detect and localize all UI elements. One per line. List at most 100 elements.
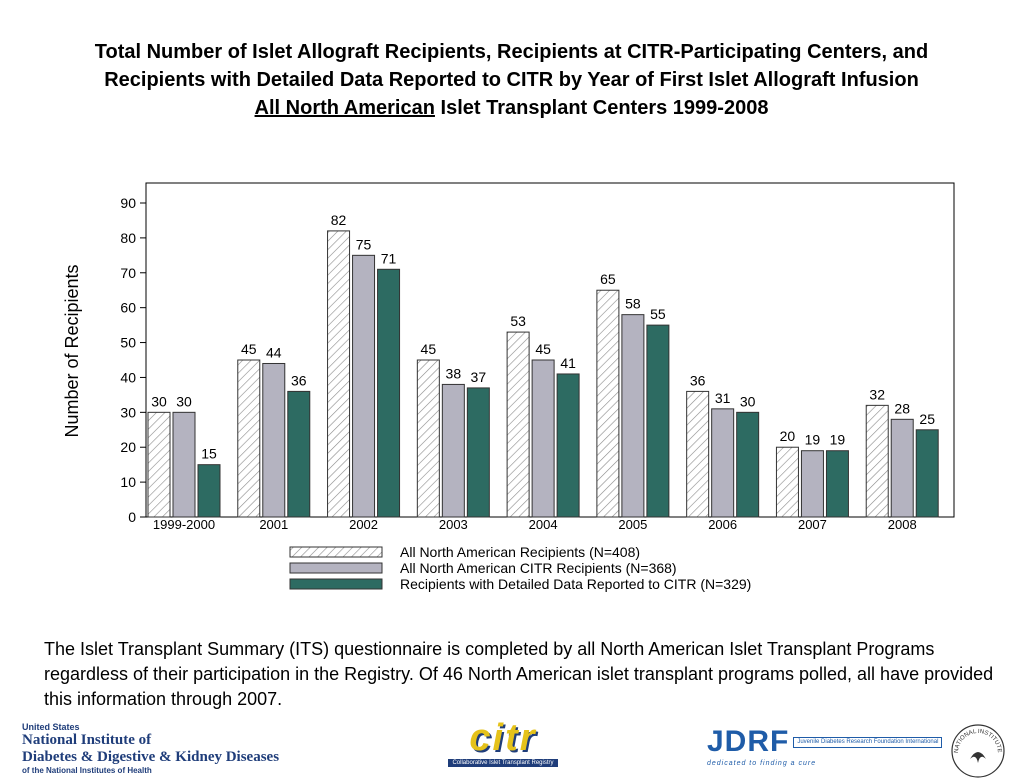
x-tick-label: 2006 — [708, 517, 737, 532]
x-tick-label: 2008 — [888, 517, 917, 532]
data-label: 15 — [201, 446, 217, 462]
bar — [197, 464, 221, 518]
nih-line-1: United States — [22, 722, 80, 732]
y-tick-label: 50 — [120, 335, 136, 351]
data-label: 75 — [356, 236, 372, 252]
hhs-seal-icon: NATIONAL INSTITUTES OF HEALTH — [950, 723, 1005, 778]
y-tick-label: 90 — [120, 195, 136, 211]
data-label: 38 — [446, 365, 462, 381]
bar — [915, 429, 939, 518]
bar — [237, 359, 261, 518]
data-label: 32 — [869, 386, 885, 402]
title-underlined: All North American — [254, 97, 435, 119]
bar — [556, 373, 580, 518]
bar — [466, 387, 490, 518]
bar — [596, 289, 620, 518]
chart-title: Total Number of Islet Allograft Recipien… — [0, 38, 1023, 122]
y-tick-label: 20 — [120, 439, 136, 455]
data-label: 30 — [176, 393, 192, 409]
nih-line-4: of the National Institutes of Health — [22, 766, 152, 775]
data-label: 45 — [241, 341, 257, 357]
citr-wordmark: citr — [469, 717, 537, 759]
data-label: 37 — [471, 369, 487, 385]
nih-logo: United States National Institute of Diab… — [22, 722, 279, 775]
y-tick-label: 60 — [120, 300, 136, 316]
bar — [711, 408, 735, 518]
bar — [531, 359, 555, 518]
legend-label: Recipients with Detailed Data Reported t… — [400, 576, 751, 592]
nih-line-3: Diabetes & Digestive & Kidney Diseases — [22, 749, 280, 765]
x-tick-label: 2005 — [618, 517, 647, 532]
data-label: 20 — [780, 428, 796, 444]
bar — [287, 390, 311, 518]
nih-line-2: National Institute of — [22, 732, 152, 748]
legend: All North American Recipients (N=408)All… — [289, 544, 751, 592]
legend-label: All North American CITR Recipients (N=36… — [400, 560, 677, 576]
jdrf-logo: JDRF Juvenile Diabetes Research Foundati… — [707, 725, 943, 767]
svg-text:NATIONAL INSTITUTES OF HEALTH: NATIONAL INSTITUTES OF HEALTH — [950, 723, 1002, 753]
x-tick-label: 1999-2000 — [153, 517, 215, 532]
jdrf-side-text: Juvenile Diabetes Research Foundation In… — [793, 736, 943, 748]
data-label: 36 — [690, 372, 706, 388]
bar — [646, 324, 670, 518]
bar — [736, 411, 760, 518]
y-tick-label: 70 — [120, 265, 136, 281]
x-tick-label: 2003 — [439, 517, 468, 532]
title-line-2: Recipients with Detailed Data Reported t… — [104, 69, 919, 91]
bar — [686, 390, 710, 518]
data-label: 71 — [381, 250, 397, 266]
y-tick-label: 10 — [120, 474, 136, 490]
bar — [775, 446, 799, 518]
x-tick-label: 2001 — [259, 517, 288, 532]
summary-text: The Islet Transplant Summary (ITS) quest… — [44, 639, 994, 709]
data-label: 31 — [715, 390, 731, 406]
data-label: 36 — [291, 372, 307, 388]
data-label: 19 — [830, 432, 846, 448]
footer-logos: United States National Institute of Diab… — [0, 715, 1023, 780]
y-tick-label: 80 — [120, 230, 136, 246]
data-label: 41 — [560, 355, 576, 371]
citr-logo: citr Collaborative Islet Transplant Regi… — [448, 719, 558, 767]
x-tick-label: 2004 — [529, 517, 558, 532]
y-tick-label: 40 — [120, 369, 136, 385]
title-rest: Islet Transplant Centers 1999-2008 — [434, 97, 769, 119]
bar — [825, 450, 849, 518]
bar — [147, 411, 171, 518]
data-label: 30 — [151, 393, 167, 409]
bar — [506, 331, 530, 518]
data-label: 25 — [919, 411, 935, 427]
citr-tagline: Collaborative Islet Transplant Registry — [448, 759, 558, 767]
y-tick-label: 0 — [128, 509, 136, 525]
y-axis-label: Number of Recipients — [62, 264, 82, 437]
bar — [621, 314, 645, 518]
data-label: 65 — [600, 271, 616, 287]
data-label: 58 — [625, 296, 641, 312]
y-tick-label: 30 — [120, 404, 136, 420]
data-label: 82 — [331, 212, 347, 228]
legend-swatch — [289, 578, 383, 590]
title-line-1: Total Number of Islet Allograft Recipien… — [94, 41, 929, 63]
data-label: 53 — [510, 313, 526, 329]
legend-label: All North American Recipients (N=408) — [400, 544, 640, 560]
legend-swatch — [289, 546, 383, 558]
bar — [377, 268, 401, 518]
data-label: 44 — [266, 344, 282, 360]
bar — [441, 383, 465, 518]
bar-chart: 0 10 20 30 40 50 60 70 80 90 30 30 15 1999-2000 45 44 36… — [62, 182, 955, 592]
bar — [262, 362, 286, 518]
bar — [416, 359, 440, 518]
bar — [890, 418, 914, 518]
x-tick-label: 2002 — [349, 517, 378, 532]
data-label: 55 — [650, 306, 666, 322]
data-label: 30 — [740, 393, 756, 409]
title-line-3: All North American Islet Transplant Cent… — [0, 94, 1023, 122]
bar — [172, 411, 196, 518]
data-label: 28 — [894, 400, 910, 416]
jdrf-wordmark: JDRF — [707, 725, 790, 758]
x-tick-label: 2007 — [798, 517, 827, 532]
bar — [800, 450, 824, 518]
legend-swatch — [289, 562, 383, 574]
data-label: 45 — [535, 341, 551, 357]
jdrf-tagline: dedicated to finding a cure — [707, 760, 817, 767]
bar — [327, 230, 351, 518]
